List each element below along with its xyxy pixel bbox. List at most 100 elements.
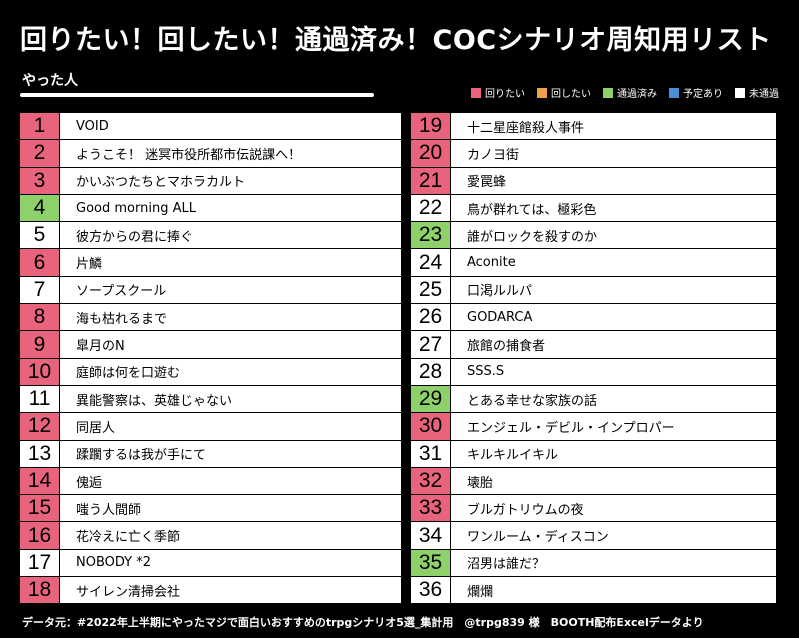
scenario-number: 31 [411,440,451,467]
scenario-name: 皐月のN [76,339,125,355]
scenario-name: 十二星座館殺人事件 [467,120,585,136]
scenario-number: 30 [411,413,451,440]
scenario-number: 21 [411,167,451,194]
scenario-row: 7 ソープスクール [20,276,401,305]
legend-swatch [471,87,481,98]
data-source-footer: データ元：#2022年上半期にやったマジで面白いおすすめのtrpgシナリオ5選_… [22,616,704,629]
scenario-row: 9 皐月のN [20,331,401,359]
scenario-number: 34 [411,522,451,549]
page-title: 回りたい！回したい！通過済み！COCシナリオ周知用リスト [20,25,772,56]
scenario-name: 彼方からの君に捧ぐ [76,229,194,245]
legend-label: 通過済み [617,89,657,100]
scenario-name: 壊胎 [467,475,494,491]
legend-label: 回りたい [485,89,525,100]
scenario-row: 30 エンジェル・デビル・インプロパー [411,413,776,441]
scenario-number: 29 [411,385,451,413]
scenario-name: キルキルイキル [467,448,559,464]
scenario-name: 嗤う人間師 [76,502,142,518]
scenario-number: 33 [411,495,451,522]
scenario-number: 17 [20,549,60,577]
scenario-name: NOBODY *2 [76,555,152,571]
scenario-row: 33 ブルガトリウムの夜 [411,495,776,523]
scenario-row: 4 Good morning ALL [20,194,401,223]
scenario-name: エンジェル・デビル・インプロパー [467,420,675,436]
scenario-list-left: 1 VOID 2 ようこそ！ 迷冥市役所都市伝説課へ！ 3 かいぶつたちとマホラカルト 4 G… [18,111,403,607]
scenario-number: 3 [20,167,60,194]
scenario-number: 5 [20,222,60,249]
player-name-label: やった人 [22,73,78,89]
scenario-row: 34 ワンルーム・ディスコン [411,522,776,550]
scenario-name: 庭師は何を口遊む [76,366,181,382]
scenario-number: 23 [411,222,451,249]
legend-swatch [603,87,613,98]
legend-item-not-played: 未通過 [735,85,779,100]
scenario-number: 9 [20,331,60,358]
legend-swatch [669,87,679,98]
scenario-name: 同居人 [76,420,116,436]
scenario-row: 28 SSS.S [411,358,776,386]
scenario-name: 海も枯れるまで [76,311,168,327]
scenario-number: 4 [20,194,60,222]
scenario-row: 15 嗤う人間師 [20,495,401,523]
scenario-number: 11 [20,385,60,413]
scenario-number: 1 [20,113,60,140]
scenario-number: 18 [20,577,60,604]
scenario-name: 蹂躙するは我が手にて [76,448,207,464]
scenario-row: 22 鳥が群れては、極彩色 [411,194,776,223]
scenario-name: 口渇ルルパ [467,284,533,300]
scenario-row: 18 サイレン清掃会社 [20,577,401,605]
scenario-number: 36 [411,577,451,604]
scenario-number: 28 [411,358,451,385]
scenario-number: 19 [411,113,451,140]
legend: 回りたい 回したい 通過済み 予定あり 未通過 [471,85,779,100]
scenario-name: ブルガトリウムの夜 [467,502,584,518]
scenario-number: 26 [411,304,451,331]
scenario-name: サイレン清掃会社 [76,584,181,600]
scenario-number: 15 [20,495,60,522]
legend-item-played: 通過済み [603,85,657,100]
scenario-row: 13 蹂躙するは我が手にて [20,440,401,468]
scenario-number: 16 [20,522,60,549]
scenario-number: 10 [20,358,60,385]
scenario-row: 5 彼方からの君に捧ぐ [20,222,401,250]
scenario-number: 27 [411,331,451,358]
scenario-row: 36 爛爛 [411,577,776,605]
scenario-row: 29 とある幸せな家族の話 [411,385,776,414]
scenario-row: 14 傀逅 [20,467,401,496]
scenario-name: 異能警察は、英雄じゃない [76,393,233,409]
scenario-name: GODARCA [467,309,533,325]
scenario-name: 片鱗 [76,257,103,273]
scenario-number: 7 [20,276,60,304]
scenario-row: 3 かいぶつたちとマホラカルト [20,167,401,195]
scenario-row: 19 十二星座館殺人事件 [411,113,776,141]
scenario-row: 25 口渇ルルパ [411,276,776,305]
legend-label: 予定あり [683,89,723,100]
scenario-row: 23 誰がロックを殺すのか [411,222,776,250]
scenario-name: 爛爛 [467,584,494,600]
legend-item-scheduled: 予定あり [669,85,723,100]
scenario-row: 11 異能警察は、英雄じゃない [20,385,401,414]
scenario-name: 誰がロックを殺すのか [467,229,598,245]
scenario-number: 20 [411,140,451,167]
scenario-row: 6 片鱗 [20,249,401,277]
scenario-name: 愛罠蜂 [467,175,507,191]
scenario-name: SSS.S [467,364,505,380]
scenario-row: 24 Aconite [411,249,776,277]
scenario-row: 2 ようこそ！ 迷冥市役所都市伝説課へ！ [20,140,401,168]
scenario-row: 8 海も枯れるまで [20,304,401,332]
scenario-number: 25 [411,276,451,304]
scenario-number: 6 [20,249,60,276]
scenario-row: 35 沼男は誰だ？ [411,549,776,578]
scenario-number: 24 [411,249,451,276]
scenario-name: VOID [76,118,109,134]
scenario-row: 1 VOID [20,113,401,141]
scenario-number: 13 [20,440,60,467]
scenario-row: 17 NOBODY *2 [20,549,401,578]
scenario-row: 21 愛罠蜂 [411,167,776,195]
scenario-name: とある幸せな家族の話 [467,393,598,409]
scenario-name: ワンルーム・ディスコン [467,530,609,546]
scenario-list-right: 19 十二星座館殺人事件 20 カノヨ街 21 愛罠蜂 22 鳥が群れては、極彩色 23 誰がロッ… [409,111,778,607]
scenario-name: 沼男は誰だ？ [467,557,546,573]
scenario-row: 31 キルキルイキル [411,440,776,468]
scenario-name: ようこそ！ 迷冥市役所都市伝説課へ！ [76,147,302,163]
